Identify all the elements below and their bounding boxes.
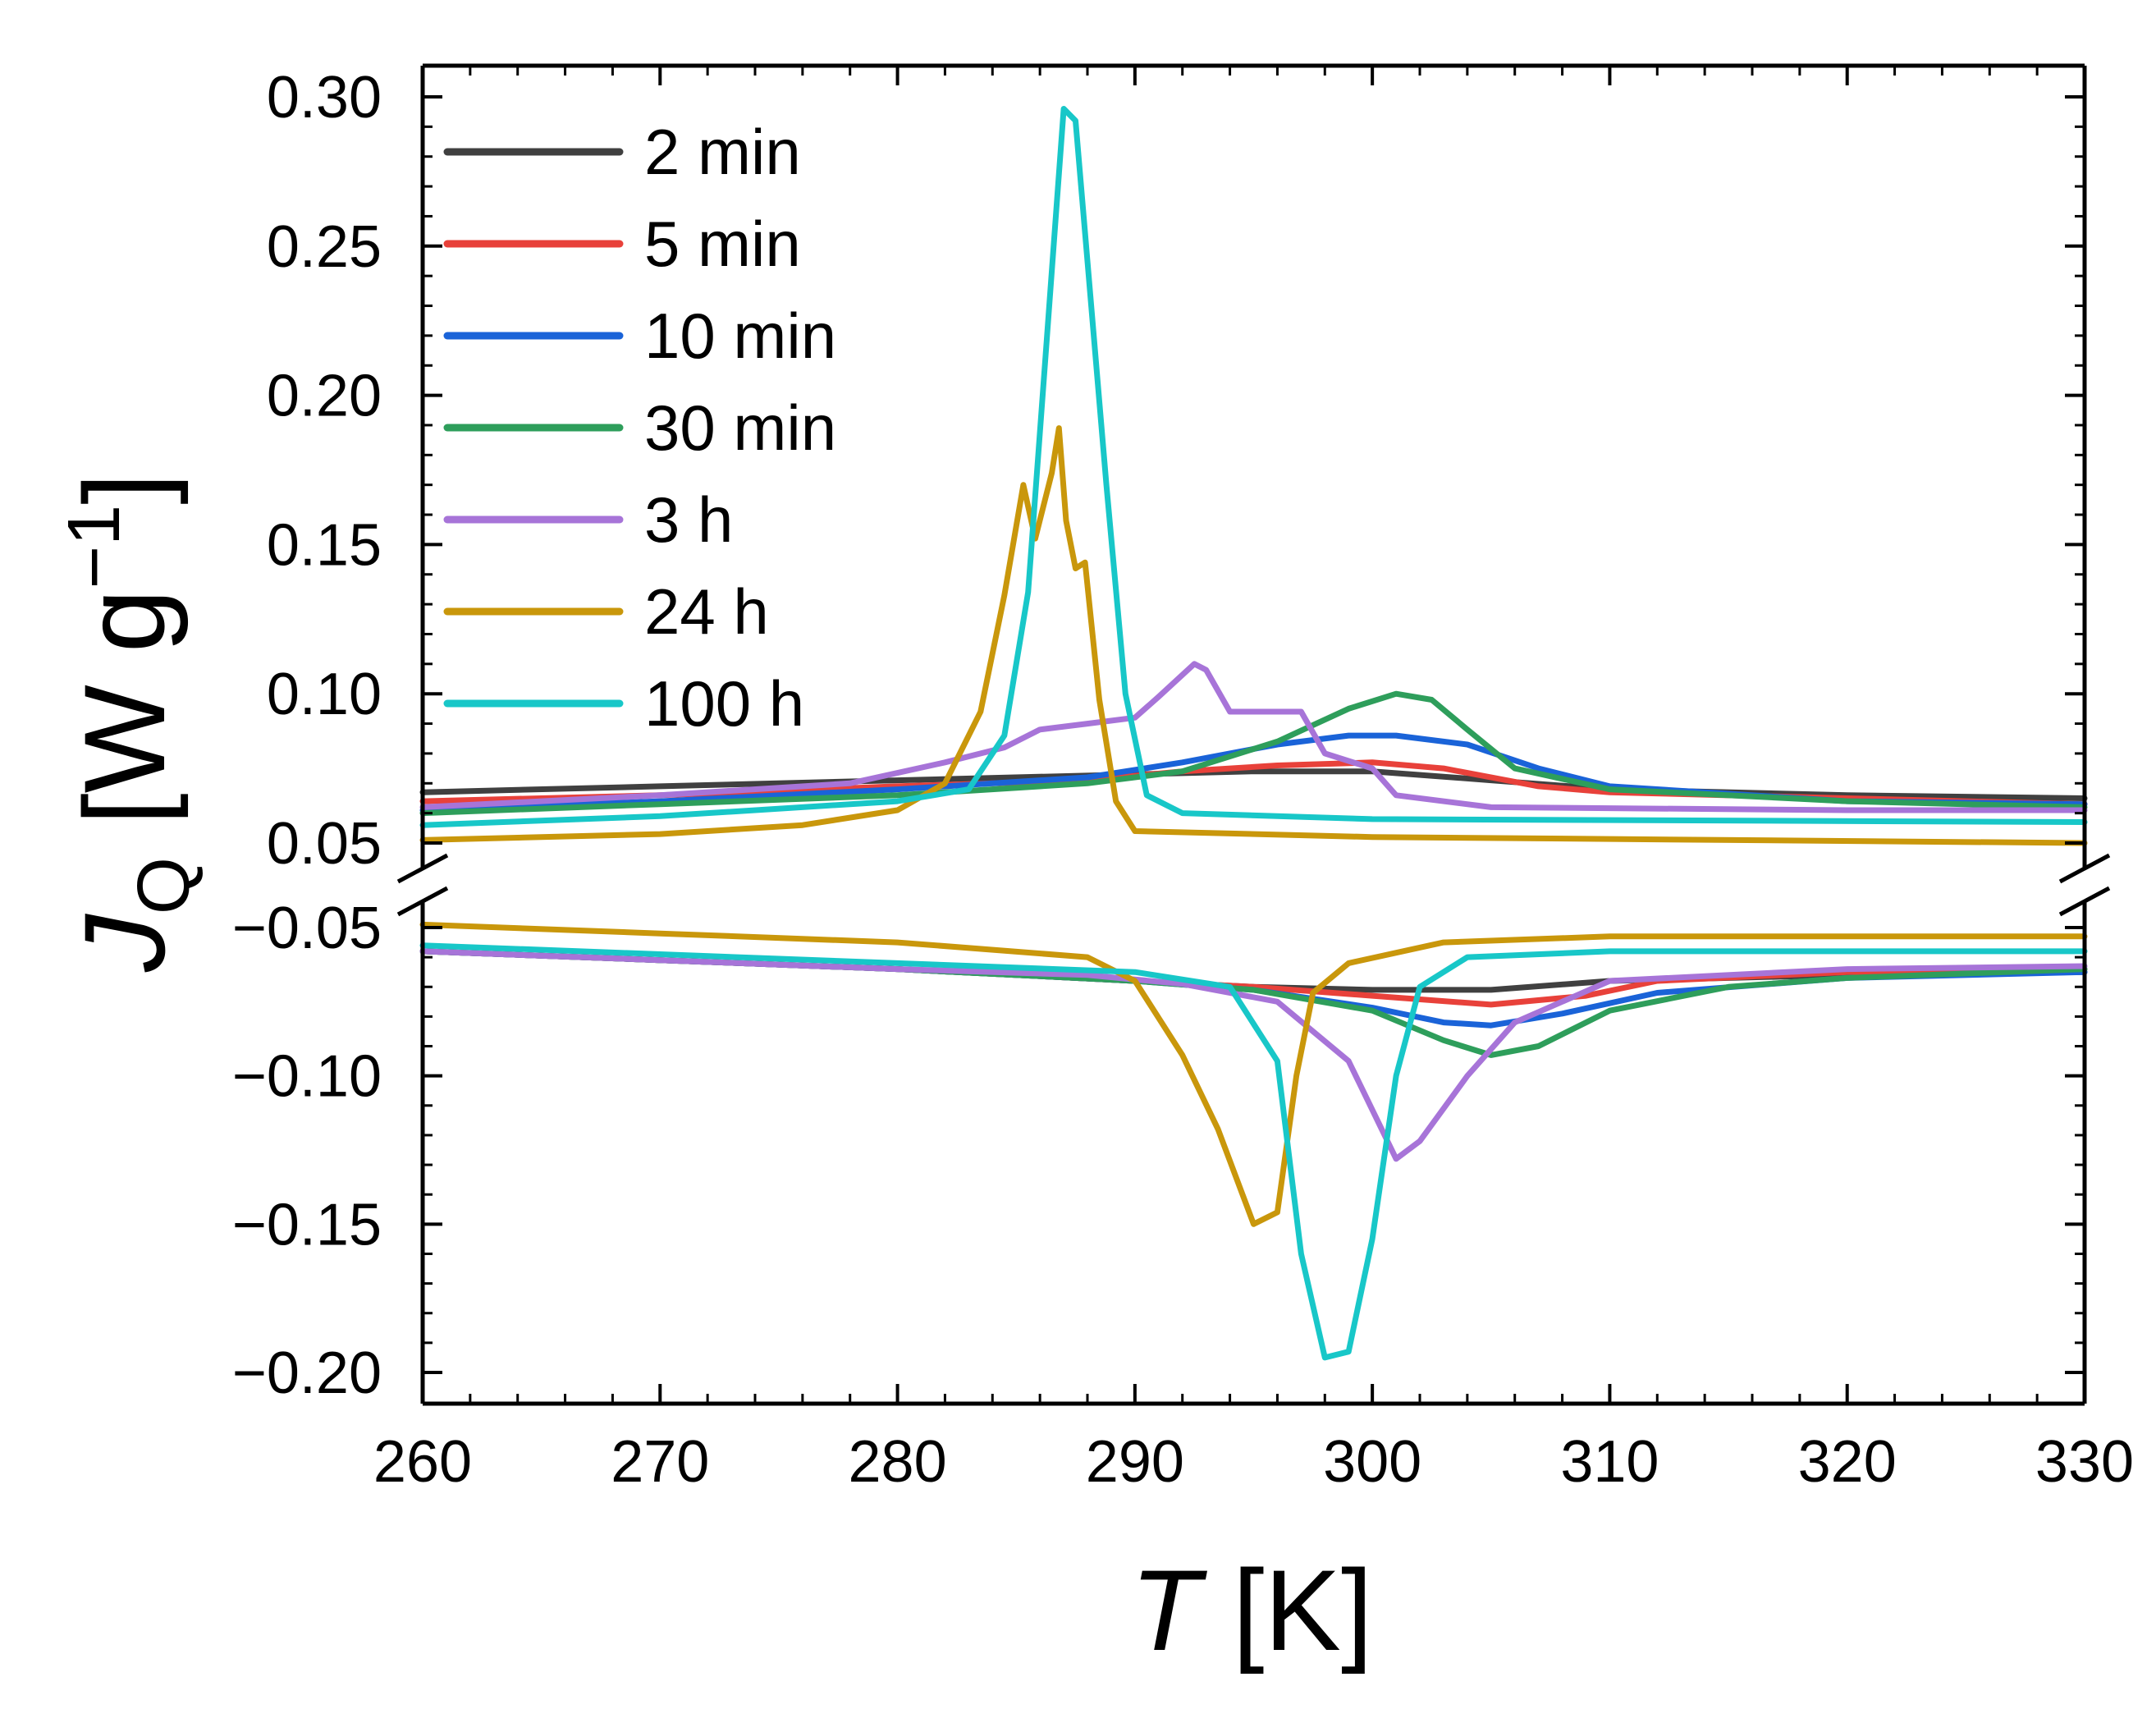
axes-group <box>396 63 2111 1406</box>
legend-label: 5 min <box>644 208 801 280</box>
y-tick-label-upper: 0.20 <box>267 364 382 429</box>
x-axis-symbol: T <box>1130 1546 1207 1675</box>
y-tick-label-upper: 0.10 <box>267 662 382 727</box>
axis-break-mark-left-upper <box>396 853 449 884</box>
legend-label: 10 min <box>644 300 836 372</box>
x-tick-label: 280 <box>849 1429 947 1495</box>
x-axis-unit: [K] <box>1233 1546 1373 1675</box>
x-tick-label: 300 <box>1323 1429 1421 1495</box>
axis-break-mark-left-lower <box>396 886 449 917</box>
ticks-group: 260 270 280 290 300 310 320 330 0.05 0.10 0.15 0.20… <box>232 65 2134 1495</box>
series-line-heating-24-h <box>419 425 2088 846</box>
axis-break-mark-right-upper <box>2058 853 2111 884</box>
legend-label: 3 h <box>644 483 733 556</box>
legend: 2 min 5 min 10 min 30 min 3 h 24 h 100 h <box>443 116 836 740</box>
y-tick-label-upper: 0.25 <box>267 214 382 280</box>
y-tick-label-lower: −0.05 <box>232 896 382 961</box>
x-tick-label: 310 <box>1560 1429 1659 1495</box>
legend-label: 24 h <box>644 575 769 648</box>
legend-label: 2 min <box>644 116 801 188</box>
y-tick-label-lower: −0.10 <box>232 1044 382 1110</box>
y-axis-unit-exponent: −1 <box>53 505 135 589</box>
y-axis-subscript: Q <box>123 857 205 914</box>
y-axis-unit-prefix: [W g <box>60 589 189 825</box>
series-line-cooling-100-h <box>419 942 2088 1361</box>
series-line-heating-100-h <box>419 106 2088 828</box>
x-tick-label: 260 <box>373 1429 472 1495</box>
axis-break-mark-right-lower <box>2058 886 2111 917</box>
y-axis-unit-suffix: ] <box>60 473 189 505</box>
series-group <box>419 106 2088 1361</box>
y-tick-label-upper: 0.30 <box>267 65 382 131</box>
series-line-heating-10-min <box>419 732 2088 813</box>
y-tick-label-upper: 0.05 <box>267 811 382 877</box>
x-tick-label: 290 <box>1086 1429 1184 1495</box>
y-axis-symbol: J <box>60 913 189 973</box>
x-tick-label: 330 <box>2035 1429 2134 1495</box>
legend-label: 30 min <box>644 392 836 464</box>
y-tick-label-lower: −0.15 <box>232 1192 382 1258</box>
y-tick-label-upper: 0.15 <box>267 512 382 578</box>
series-line-cooling-3-h <box>419 948 2088 1162</box>
series-line-cooling-24-h <box>419 921 2088 1227</box>
x-tick-label: 270 <box>611 1429 709 1495</box>
x-tick-label: 320 <box>1798 1429 1897 1495</box>
legend-label: 100 h <box>644 667 804 740</box>
series-line-heating-3-h <box>419 661 2088 813</box>
x-axis-title: T [K] <box>1130 1546 1373 1675</box>
y-tick-label-lower: −0.20 <box>232 1340 382 1406</box>
y-axis-title: JQ [W g−1] <box>53 473 205 973</box>
